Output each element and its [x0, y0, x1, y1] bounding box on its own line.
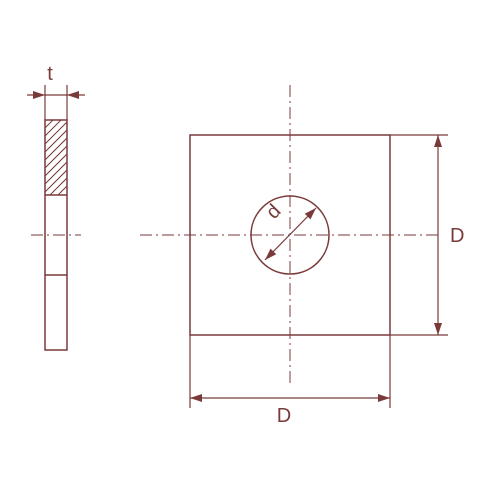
hatch-line — [82, 120, 157, 195]
hatch-line — [50, 120, 125, 195]
label-D-right: D — [450, 225, 464, 247]
arrowhead — [190, 394, 202, 402]
arrowhead — [434, 135, 442, 147]
hatch-line — [98, 120, 173, 195]
hatch-line — [66, 120, 141, 195]
technical-drawing: t d D D — [0, 0, 500, 500]
hatch-line — [74, 120, 149, 195]
arrowhead — [378, 394, 390, 402]
hatch-line — [42, 120, 117, 195]
hatch-line — [10, 120, 85, 195]
front-view: d D D — [140, 85, 464, 427]
hatch-line — [0, 120, 69, 195]
label-D-bottom: D — [277, 405, 291, 427]
arrowhead — [33, 91, 45, 99]
hatch-line — [122, 120, 197, 195]
hatch-line — [138, 120, 213, 195]
hatch-line — [58, 120, 133, 195]
hatch — [0, 120, 213, 195]
hatch-line — [106, 120, 181, 195]
hatch-line — [130, 120, 205, 195]
hatch-line — [18, 120, 93, 195]
arrowhead — [67, 91, 79, 99]
hatch-line — [0, 120, 45, 195]
hatch-line — [2, 120, 77, 195]
side-view: t — [0, 63, 213, 350]
arrowhead — [434, 323, 442, 335]
hatch-line — [0, 120, 61, 195]
hatch-line — [114, 120, 189, 195]
hatch-line — [26, 120, 101, 195]
label-d: d — [262, 200, 285, 223]
hatch-line — [90, 120, 165, 195]
label-t: t — [47, 63, 53, 85]
